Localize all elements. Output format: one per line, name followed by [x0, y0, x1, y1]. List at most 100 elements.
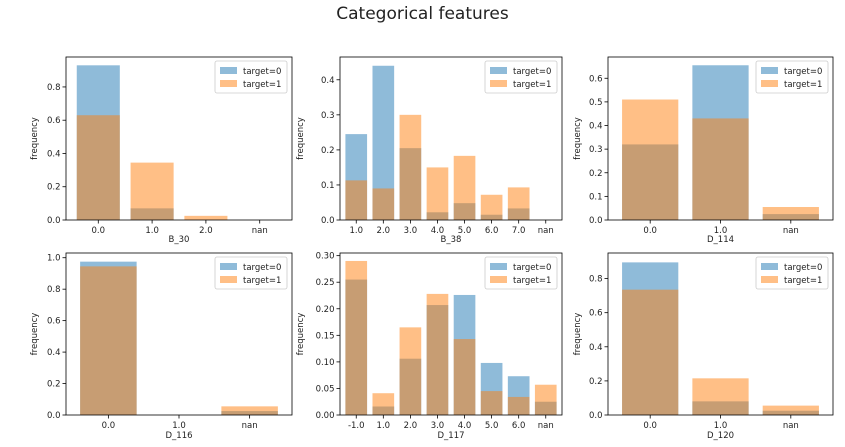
- y-axis-label: frequency: [573, 313, 583, 356]
- legend-label: target=0: [243, 263, 281, 273]
- x-tick-label: nan: [783, 421, 799, 431]
- x-tick-label: 0.0: [643, 226, 657, 236]
- y-tick-label: 0.1: [589, 192, 603, 202]
- y-tick-label: 0.6: [47, 116, 61, 126]
- legend-swatch: [761, 80, 778, 87]
- x-tick-label: 2.0: [377, 226, 391, 236]
- y-tick-label: 0.6: [47, 317, 61, 327]
- bar-target1: [221, 406, 278, 415]
- x-tick-label: 1.0: [714, 421, 728, 431]
- y-tick-label: 0.4: [589, 343, 603, 353]
- legend-swatch: [490, 263, 507, 270]
- legend: target=0 target=1: [755, 60, 829, 94]
- x-tick-label: 1.0: [145, 226, 159, 236]
- x-tick-label: nan: [252, 226, 268, 236]
- subplot-d-116: 0.0 0.2 0.4 0.6 0.8 1.0 0.0 1.0 nan D_116 frequenc…: [30, 252, 293, 441]
- y-tick-label: 0.8: [47, 285, 61, 295]
- legend-swatch: [490, 80, 507, 87]
- bar-target1: [399, 327, 422, 415]
- bar-target1: [762, 207, 819, 220]
- y-tick-label: 0.2: [47, 183, 61, 193]
- bar-target1: [372, 188, 395, 220]
- subplot-b-30: 0.0 0.2 0.4 0.6 0.8 0.0 1.0 2.0 nan B_30 frequency…: [30, 56, 293, 245]
- x-axis-label: D_120: [707, 431, 734, 441]
- y-tick-label: 0.00: [316, 411, 335, 421]
- x-tick-label: 1.0: [377, 421, 391, 431]
- x-tick-label: 6.0: [485, 226, 499, 236]
- x-tick-label: 5.0: [485, 421, 499, 431]
- x-tick-label: 3.0: [404, 226, 418, 236]
- y-tick-label: 1.0: [47, 254, 61, 264]
- y-axis-label: frequency: [30, 117, 40, 160]
- legend-label: target=0: [513, 67, 551, 77]
- y-tick-label: 0.05: [316, 384, 335, 394]
- bar-target1: [372, 393, 395, 415]
- y-tick-label: 0.1: [321, 181, 335, 191]
- y-axis-label: frequency: [30, 313, 40, 356]
- legend-label: target=1: [243, 80, 281, 90]
- x-axis-label: B_30: [169, 235, 190, 245]
- x-tick-label: 5.0: [458, 226, 472, 236]
- y-tick-label: 0.4: [321, 76, 335, 86]
- bar-target1: [399, 114, 422, 220]
- bar-target1: [76, 115, 120, 220]
- y-axis-label: frequency: [573, 117, 583, 160]
- y-tick-label: 0.3: [321, 111, 335, 121]
- y-tick-label: 0.5: [589, 98, 603, 108]
- y-tick-label: 0.0: [589, 216, 603, 226]
- bar-target1: [692, 378, 749, 415]
- bar-target1: [80, 266, 137, 415]
- legend-label: target=0: [784, 67, 822, 77]
- y-tick-label: 0.20: [316, 305, 335, 315]
- y-tick-label: 0.15: [316, 331, 335, 341]
- x-tick-label: 3.0: [431, 421, 445, 431]
- bar-target1: [480, 194, 503, 220]
- y-axis-label: frequency: [296, 313, 306, 356]
- legend-label: target=1: [513, 80, 551, 90]
- legend-label: target=0: [243, 67, 281, 77]
- legend-label: target=1: [784, 80, 822, 90]
- axes-frame: [65, 56, 293, 221]
- bar-target1: [622, 289, 679, 415]
- y-axis-label: frequency: [296, 117, 306, 160]
- legend: target=0 target=1: [755, 256, 829, 290]
- y-tick-label: 0.0: [47, 411, 61, 421]
- bar-target1: [345, 180, 368, 220]
- x-tick-label: 4.0: [458, 421, 472, 431]
- x-tick-label: 1.0: [714, 226, 728, 236]
- subplot-d-120: 0.0 0.2 0.4 0.6 0.8 0.0 1.0 nan D_120 frequency ta…: [573, 252, 834, 441]
- x-tick-label: 1.0: [172, 421, 186, 431]
- y-tick-label: 0.8: [47, 83, 61, 93]
- x-axis-label: B_38: [441, 235, 462, 245]
- bar-target1: [507, 187, 530, 220]
- bar-target0: [372, 65, 395, 220]
- legend-swatch: [490, 276, 507, 283]
- y-tick-label: 0.4: [589, 122, 603, 132]
- bar-target1: [426, 293, 449, 415]
- x-axis-label: D_117: [437, 431, 464, 441]
- y-tick-label: 0.2: [321, 146, 335, 156]
- legend-label: target=0: [784, 263, 822, 273]
- y-tick-label: 0.2: [47, 380, 61, 390]
- bar-target1: [534, 384, 557, 415]
- x-tick-label: nan: [242, 421, 258, 431]
- subplot-d-114: 0.0 0.1 0.2 0.3 0.4 0.5 0.6 0.0 1.0 nan D_114 frequ…: [573, 56, 834, 245]
- x-tick-label: 0.0: [643, 421, 657, 431]
- x-tick-label: 0.0: [92, 226, 106, 236]
- legend-swatch: [761, 263, 778, 270]
- bar-target1: [345, 260, 368, 415]
- x-tick-label: 6.0: [512, 421, 526, 431]
- y-tick-label: 0.2: [589, 377, 603, 387]
- subplot-b-38: 0.0 0.1 0.2 0.3 0.4 1.0 2.0 3.0 4.0 5.0 6.0 7.0 nan B…: [296, 56, 563, 245]
- legend-label: target=1: [513, 276, 551, 286]
- legend-swatch: [761, 276, 778, 283]
- bar-target1: [184, 215, 228, 220]
- x-tick-label: -1.0: [348, 421, 365, 431]
- bar-target1: [507, 396, 530, 415]
- y-tick-label: 0.3: [589, 145, 603, 155]
- legend-label: target=1: [243, 276, 281, 286]
- bar-target1: [622, 99, 679, 220]
- legend: target=0 target=1: [484, 60, 558, 94]
- y-tick-label: 0.30: [316, 252, 335, 262]
